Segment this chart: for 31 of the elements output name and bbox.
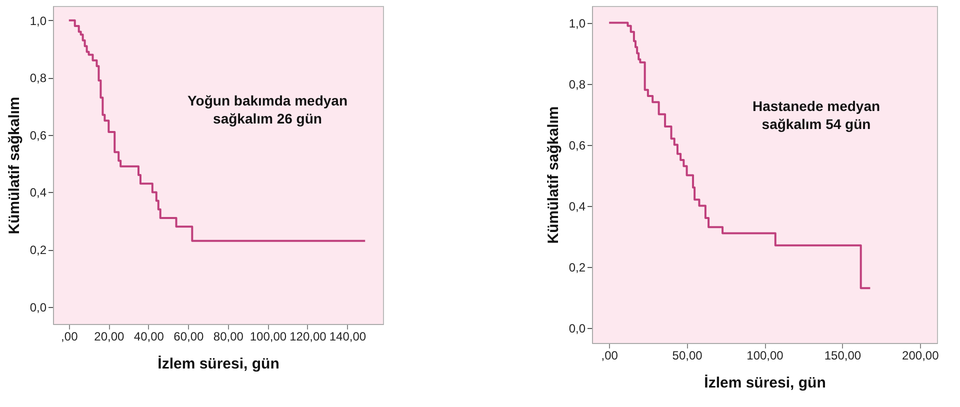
annotation: Hastanede medyan sağkalım 54 gün: [752, 98, 880, 132]
y-tick-label: 0,4: [568, 199, 586, 214]
y-tick-label: 1,0: [568, 16, 586, 30]
x-tick-label: 150,00: [824, 348, 862, 362]
x-tick-label: ,00: [601, 348, 618, 362]
y-tick-label: 0,0: [30, 300, 47, 314]
y-tick-label: 0,2: [568, 260, 586, 274]
y-tick-label: 0,8: [568, 77, 586, 92]
x-axis-title: İzlem süresi, gün: [158, 356, 280, 372]
y-tick-label: 0,8: [30, 71, 47, 86]
x-axis-title: İzlem süresi, gün: [704, 374, 826, 392]
y-tick-label: 1,0: [30, 14, 47, 28]
x-tick-label: 50,00: [672, 348, 703, 362]
y-axis-title: Kümülatif sağkalım: [544, 106, 562, 244]
y-tick-label: 0,6: [30, 128, 47, 142]
x-tick-label: 100,00: [746, 348, 784, 362]
y-axis-title: Kümülatif sağkalım: [6, 96, 23, 234]
x-tick-label: 60,00: [174, 330, 204, 344]
x-tick-label: 100,00: [250, 330, 287, 344]
x-tick-label: 80,00: [213, 330, 244, 344]
x-tick-label: 140,00: [329, 330, 366, 344]
x-tick-label: 200,00: [902, 348, 940, 362]
y-tick-label: 0,2: [30, 243, 47, 258]
y-tick-label: 0,6: [568, 138, 586, 152]
x-tick-label: 40,00: [134, 330, 164, 344]
y-tick-label: 0,4: [30, 186, 47, 200]
x-tick-label: ,00: [61, 330, 78, 344]
x-tick-label: 120,00: [290, 330, 327, 344]
annotation: Yoğun bakımda medyan sağkalım 26 gün: [188, 92, 348, 126]
y-tick-label: 0,0: [568, 321, 586, 336]
x-tick-label: 20,00: [94, 330, 124, 344]
